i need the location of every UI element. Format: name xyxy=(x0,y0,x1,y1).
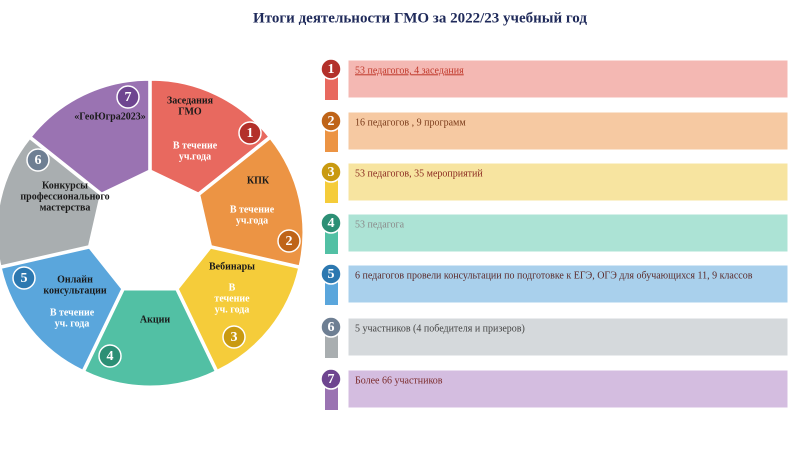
ring-badge xyxy=(98,344,122,368)
item-badge-number: 6 xyxy=(328,320,335,335)
segment-period: уч. года xyxy=(55,318,90,329)
ring-badge xyxy=(222,325,246,349)
item-badge xyxy=(320,161,342,183)
ring-badge-number: 5 xyxy=(21,271,28,286)
segment-name: Вебинары xyxy=(209,261,255,272)
segment-period: уч.года xyxy=(179,151,211,162)
ring-segment xyxy=(177,247,300,371)
segment-name: консультации xyxy=(43,285,107,296)
ring-badge-number: 1 xyxy=(247,126,254,141)
ring-badge-number: 4 xyxy=(107,349,114,364)
item-badge xyxy=(320,212,342,234)
item-text: 53 педагога xyxy=(355,219,405,230)
ring-badge xyxy=(277,229,301,253)
ring-badge xyxy=(238,121,262,145)
item-bar xyxy=(347,162,789,202)
item-bar xyxy=(347,213,789,253)
segment-period: В течение xyxy=(50,307,95,318)
segment-name: КПК xyxy=(247,175,270,186)
item-text: 16 педагогов , 9 программ xyxy=(355,117,466,128)
segment-period: уч. года xyxy=(215,304,250,315)
ring-badge xyxy=(116,85,140,109)
segment-name: Заседания xyxy=(167,95,214,106)
ring-badge-number: 2 xyxy=(286,234,293,249)
item-badge-number: 3 xyxy=(328,165,335,180)
item-badge-number: 7 xyxy=(328,372,335,387)
segment-name: профессионального xyxy=(20,191,109,202)
ring-badge xyxy=(12,266,36,290)
segment-name: «ГеоЮгра2023» xyxy=(74,111,145,122)
item-badge-number: 1 xyxy=(328,62,335,77)
item-text: 5 участников (4 победителя и призеров) xyxy=(355,323,525,334)
item-badge xyxy=(320,58,342,80)
item-badge-number: 2 xyxy=(328,114,335,129)
ring-badge xyxy=(26,148,50,172)
item-badge-number: 4 xyxy=(328,216,335,231)
segment-period: В течение xyxy=(173,140,218,151)
item-text: 53 педагогов, 35 мероприятий xyxy=(355,168,483,179)
title: Итоги деятельности ГМО за 2022/23 учебны… xyxy=(253,10,587,26)
segment-name: Онлайн xyxy=(57,274,93,285)
item-badge xyxy=(320,110,342,132)
ring-segment xyxy=(30,79,150,194)
item-badge xyxy=(320,316,342,338)
segment-period: течение xyxy=(214,293,250,304)
segment-name: Конкурсы xyxy=(42,180,88,191)
item-text: 53 педагогов, 4 заседания xyxy=(355,65,464,76)
item-badge xyxy=(320,263,342,285)
ring-badge-number: 3 xyxy=(231,330,238,345)
segment-period: уч.года xyxy=(236,215,268,226)
item-bar xyxy=(347,264,789,304)
item-bar xyxy=(347,59,789,99)
segment-period: В xyxy=(229,282,236,293)
item-bar xyxy=(347,369,789,409)
ring-badge-number: 7 xyxy=(125,90,132,105)
segment-name: мастерства xyxy=(40,202,91,213)
segment-name: Акции xyxy=(140,314,171,325)
ring-badge-number: 6 xyxy=(35,153,42,168)
segment-name: ГМО xyxy=(178,106,202,117)
item-text: 6 педагогов провели консультации по подг… xyxy=(355,270,753,281)
item-badge-number: 5 xyxy=(328,267,335,282)
segment-period: В течение xyxy=(230,204,275,215)
item-text: Более 66 участников xyxy=(355,375,443,386)
ring-segment xyxy=(199,138,304,267)
ring-segment xyxy=(0,138,101,267)
ring-segment xyxy=(150,79,270,194)
item-bar xyxy=(347,111,789,151)
item-badge xyxy=(320,368,342,390)
item-bar xyxy=(347,317,789,357)
